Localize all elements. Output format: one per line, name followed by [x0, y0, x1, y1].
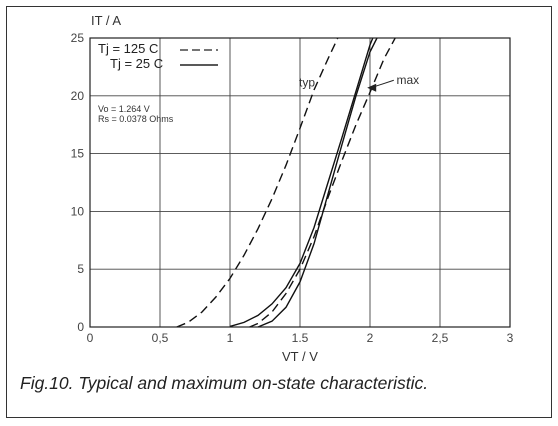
- legend-label-125: Tj = 125 C: [98, 41, 158, 56]
- x-tick-label: 1: [227, 331, 234, 345]
- x-tick-label: 2,5: [432, 331, 449, 345]
- x-tick-label: 0: [87, 331, 94, 345]
- annotation-typ: typ: [299, 76, 315, 90]
- x-axis-label: VT / V: [282, 349, 318, 364]
- param-rs: Rs = 0.0378 Ohms: [98, 114, 174, 124]
- annotation-arrow-head: [367, 83, 377, 92]
- legend-label-25: Tj = 25 C: [110, 56, 163, 71]
- series-line-2-solid: [229, 37, 374, 328]
- plot-border: [89, 37, 511, 328]
- y-axis-label: IT / A: [91, 13, 121, 28]
- y-tick-label: 5: [77, 262, 84, 276]
- x-tick-label: 1.5: [292, 331, 309, 345]
- y-tick-label: 20: [71, 89, 85, 103]
- x-tick-label: 0,5: [152, 331, 169, 345]
- series-line-1-dashed: [176, 37, 339, 328]
- annotation-max: max: [396, 73, 419, 87]
- device-parameters: Vo = 1.264 V Rs = 0.0378 Ohms: [98, 104, 174, 124]
- legend: Tj = 125 C Tj = 25 C: [98, 41, 218, 71]
- y-tick-label: 25: [71, 31, 85, 45]
- series-line-4-solid: [257, 37, 378, 328]
- figure-caption: Fig.10. Typical and maximum on-state cha…: [20, 373, 429, 393]
- x-tick-labels: 0 0,5 1 1.5 2 2,5 3: [87, 331, 514, 345]
- x-tick-label: 3: [507, 331, 514, 345]
- param-vo: Vo = 1.264 V: [98, 104, 150, 114]
- y-tick-labels: 0 5 10 15 20 25: [71, 31, 85, 334]
- x-tick-label: 2: [367, 331, 374, 345]
- y-tick-label: 10: [71, 204, 85, 218]
- y-tick-label: 15: [71, 147, 85, 161]
- y-tick-label: 0: [77, 320, 84, 334]
- annotations: typ max: [299, 73, 419, 92]
